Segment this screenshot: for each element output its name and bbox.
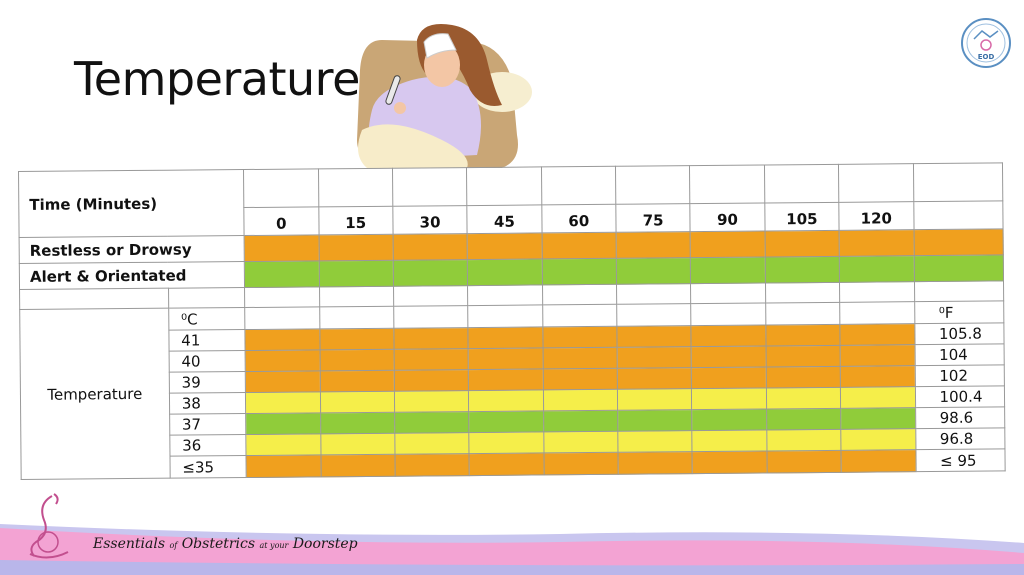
celsius-value: 41 xyxy=(168,329,246,352)
time-header: Time (Minutes) xyxy=(18,169,245,238)
time-value: 75 xyxy=(615,203,691,233)
time-value: 120 xyxy=(838,201,914,231)
celsius-value: 37 xyxy=(169,413,246,436)
time-value: 15 xyxy=(318,206,393,235)
footer-band xyxy=(0,524,1024,575)
restless-label: Restless or Drowsy xyxy=(19,235,245,264)
brand-word: of xyxy=(169,541,178,550)
fahrenheit-value: 105.8 xyxy=(914,322,1005,345)
time-value xyxy=(913,200,1004,230)
brand-word: at your xyxy=(259,541,289,550)
celsius-value: 39 xyxy=(169,371,246,394)
time-value: 0 xyxy=(243,206,319,236)
fahrenheit-value: 102 xyxy=(914,364,1005,387)
celsius-value: ≤35 xyxy=(169,455,247,479)
fahrenheit-value: ≤ 95 xyxy=(915,448,1006,472)
alert-label: Alert & Orientated xyxy=(19,261,245,290)
footer-brand: Essentials of Obstetrics at your Doorste… xyxy=(93,536,358,552)
fahrenheit-header: ⁰F xyxy=(914,300,1004,324)
time-value: 60 xyxy=(541,204,617,233)
time-value: 90 xyxy=(690,202,765,232)
monitoring-chart: Time (Minutes) 0 15 30 45 60 75 90 105 1… xyxy=(18,162,1006,497)
celsius-value: 40 xyxy=(168,350,246,373)
fahrenheit-value: 98.6 xyxy=(915,406,1005,429)
temperature-chart-table: Time (Minutes) 0 15 30 45 60 75 90 105 1… xyxy=(18,162,1006,480)
slide-title: Temperature xyxy=(74,52,360,106)
fahrenheit-value: 96.8 xyxy=(915,427,1005,450)
brand-word: Obstetrics xyxy=(181,536,256,552)
time-value: 45 xyxy=(467,204,542,234)
celsius-value: 38 xyxy=(169,392,246,415)
sick-woman-illustration xyxy=(357,24,532,168)
temperature-label: Temperature xyxy=(19,308,170,480)
eod-swan-icon xyxy=(29,493,69,559)
eod-logo: EOD xyxy=(961,18,1011,68)
fahrenheit-value: 100.4 xyxy=(914,385,1005,408)
time-value: 105 xyxy=(764,202,840,231)
celsius-header: ⁰C xyxy=(168,307,246,331)
celsius-value: 36 xyxy=(169,434,247,457)
svg-text:EOD: EOD xyxy=(978,53,995,61)
fahrenheit-value: 104 xyxy=(914,343,1005,366)
brand-word: Doorstep xyxy=(292,536,358,552)
brand-word: Essentials xyxy=(93,536,166,552)
time-value: 30 xyxy=(392,205,468,235)
